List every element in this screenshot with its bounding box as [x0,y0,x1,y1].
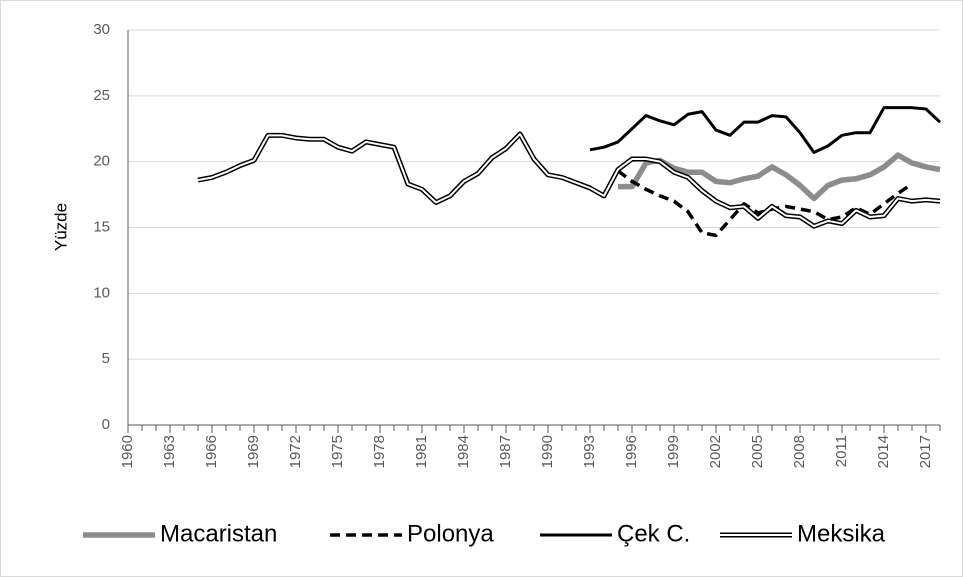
x-tick-label: 1984 [455,435,472,468]
x-tick-label: 1960 [119,435,136,468]
x-tick-label: 1978 [371,435,388,468]
x-tick-label: 2017 [917,435,934,468]
y-tick-label: 15 [93,218,110,235]
x-tick-label: 1981 [413,435,430,468]
x-tick-label: 2014 [875,435,892,468]
x-tick-label: 2011 [833,435,850,467]
x-tick-label: 1969 [245,435,262,468]
x-tick-label: 1996 [623,435,640,468]
x-tick-label: 2008 [791,435,808,468]
legend-label: Çek C. [617,520,690,547]
series-line [589,106,942,154]
x-tick-label: 1999 [665,435,682,468]
x-tick-label: 1963 [161,435,178,468]
x-tick-label: 1975 [329,435,346,468]
series-line [618,152,941,202]
y-tick-label: 10 [93,284,110,301]
x-tick-label: 1990 [539,435,556,468]
y-tick-label: 20 [93,153,110,170]
y-tick-label: 5 [102,350,110,367]
legend-label: Meksika [797,520,886,547]
x-tick-label: 1972 [287,435,304,468]
x-tick-label: 1987 [497,435,514,468]
y-tick-label: 30 [93,21,110,38]
legend-label: Polonya [407,520,494,547]
x-tick-label: 1966 [203,435,220,468]
series-line-inner [197,133,941,228]
x-tick-label: 1993 [581,435,598,468]
y-tick-label: 0 [102,416,110,433]
legend-label: Macaristan [160,520,277,547]
y-tick-label: 25 [93,87,110,104]
x-tick-label: 2002 [707,435,724,468]
x-tick-label: 2005 [749,435,766,468]
y-axis-label: Yüzde [51,203,70,251]
